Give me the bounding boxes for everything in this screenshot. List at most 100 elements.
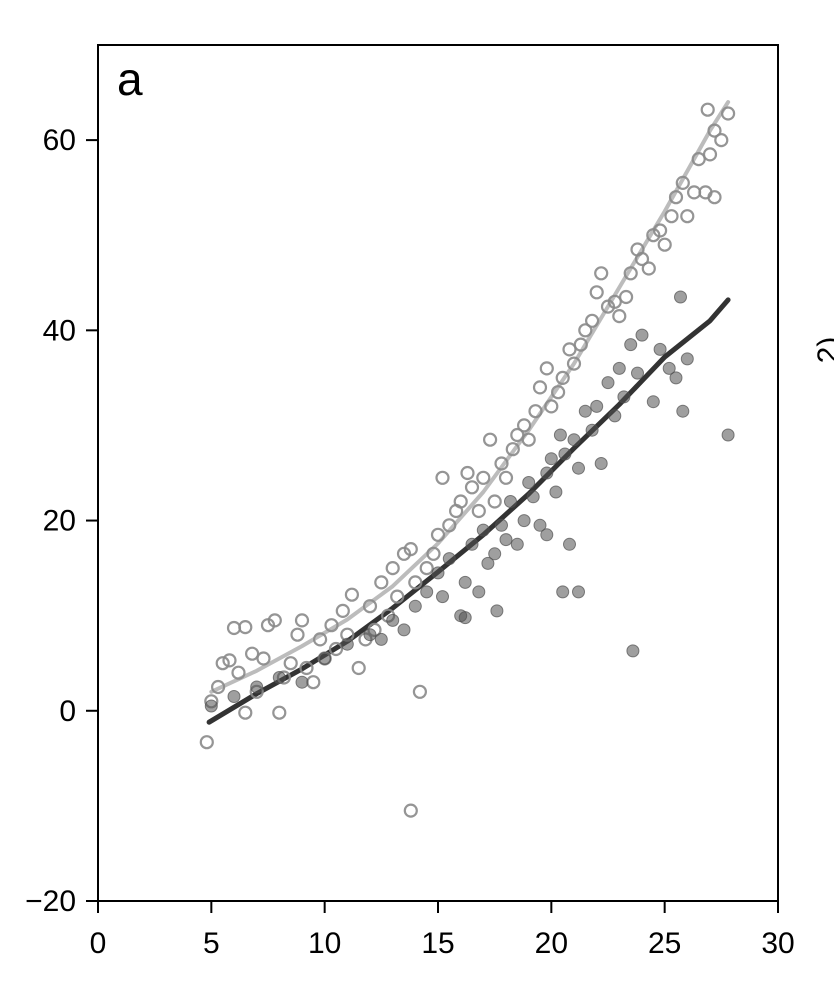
data-point-filled xyxy=(476,523,490,537)
data-point-open xyxy=(623,266,638,281)
data-point-filled xyxy=(544,452,558,466)
data-point-open xyxy=(686,185,702,200)
data-point-open xyxy=(707,123,722,138)
data-point-open xyxy=(385,560,400,576)
data-point-open xyxy=(720,106,736,121)
data-point-filled xyxy=(510,537,524,551)
data-point-filled xyxy=(572,461,585,475)
data-point-open xyxy=(476,470,491,485)
data-point-open xyxy=(335,603,350,619)
data-point-open xyxy=(498,470,514,485)
data-point-open xyxy=(442,518,457,533)
data-point-open xyxy=(299,660,314,676)
data-point-filled xyxy=(608,409,622,423)
data-point-filled xyxy=(669,371,683,385)
data-point-filled xyxy=(318,652,332,665)
data-point-filled xyxy=(635,328,649,342)
data-point-open xyxy=(419,560,434,576)
data-point-open xyxy=(675,175,690,190)
data-point-open xyxy=(487,494,502,509)
data-point-open xyxy=(573,337,588,352)
data-point-filled xyxy=(340,637,354,651)
data-point-open xyxy=(328,641,344,657)
data-point-open xyxy=(471,503,486,519)
data-point-open xyxy=(256,651,271,666)
data-point-filled xyxy=(458,611,472,625)
data-point-open xyxy=(222,653,237,668)
y-tick-label: 0 xyxy=(59,695,76,728)
data-point-filled xyxy=(397,623,411,637)
data-point-open xyxy=(562,342,577,357)
data-point-open xyxy=(550,385,566,400)
data-point-open xyxy=(403,803,418,818)
data-points xyxy=(199,102,736,818)
y-axis: −20 0 20 40 60 xyxy=(25,124,98,918)
data-point-filled xyxy=(674,290,687,304)
x-tick-label: 0 xyxy=(90,927,107,960)
data-point-open xyxy=(294,613,310,628)
data-point-filled xyxy=(295,675,309,689)
data-point-filled xyxy=(386,613,400,627)
x-tick-label: 25 xyxy=(648,927,681,960)
data-point-filled xyxy=(481,556,495,570)
data-point-filled xyxy=(490,604,504,618)
data-point-filled xyxy=(540,466,554,480)
data-point-open xyxy=(555,370,570,385)
data-point-open xyxy=(607,294,622,309)
data-point-open xyxy=(702,147,718,162)
data-point-filled xyxy=(553,428,567,442)
data-point-open xyxy=(589,285,604,300)
data-point-open xyxy=(707,190,722,205)
data-point-open xyxy=(412,684,427,699)
data-point-open xyxy=(283,656,298,671)
data-point-filled xyxy=(556,585,570,599)
data-point-open xyxy=(211,679,226,695)
x-tick-label: 30 xyxy=(761,927,794,960)
data-point-open xyxy=(612,309,627,324)
x-tick-label: 5 xyxy=(203,927,220,960)
data-point-filled xyxy=(374,632,388,646)
y-tick-label: −20 xyxy=(25,885,76,918)
x-tick-label: 15 xyxy=(421,927,454,960)
data-point-filled xyxy=(631,366,644,380)
data-point-open xyxy=(272,705,287,720)
data-point-filled xyxy=(408,599,422,613)
data-point-filled xyxy=(517,514,531,528)
data-point-filled xyxy=(533,518,547,532)
y-tick-label: 40 xyxy=(43,314,76,347)
x-tick-label: 10 xyxy=(308,927,341,960)
data-point-filled xyxy=(488,547,502,561)
data-point-open xyxy=(199,735,214,750)
data-point-filled xyxy=(442,552,456,566)
data-point-open xyxy=(238,705,253,720)
data-point-filled xyxy=(585,423,599,437)
data-point-open xyxy=(324,618,339,633)
data-point-open xyxy=(584,313,600,328)
data-point-open xyxy=(390,589,405,604)
data-point-open xyxy=(594,266,609,281)
data-point-filled xyxy=(572,585,585,599)
data-point-open xyxy=(532,380,548,395)
data-point-filled xyxy=(495,518,508,532)
data-point-filled xyxy=(499,533,513,547)
data-point-filled xyxy=(567,433,581,447)
data-point-open xyxy=(483,432,498,447)
data-point-filled xyxy=(250,680,264,694)
data-point-open xyxy=(664,209,679,224)
data-point-filled xyxy=(436,590,449,604)
data-point-filled xyxy=(431,566,445,580)
data-point-open xyxy=(238,619,253,635)
data-point-filled xyxy=(420,585,434,599)
data-point-open xyxy=(641,261,656,276)
data-point-open xyxy=(494,456,509,471)
data-point-filled xyxy=(526,490,540,504)
y-tick-label: 60 xyxy=(43,124,76,157)
adjacent-panel-axis-text: 2) xyxy=(812,337,834,364)
data-point-open xyxy=(374,575,389,590)
data-point-open xyxy=(668,190,684,205)
data-point-filled xyxy=(617,390,631,404)
data-point-open xyxy=(618,289,634,305)
data-point-filled xyxy=(646,395,660,409)
data-point-open xyxy=(700,102,715,117)
